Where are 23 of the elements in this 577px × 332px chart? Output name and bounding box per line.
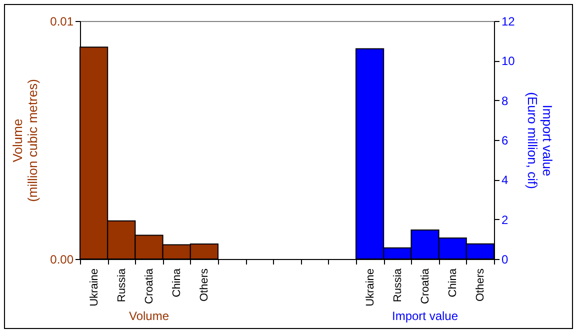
x-tick-label: Russia (116, 268, 128, 302)
x-tick-label: Others (198, 268, 211, 302)
y2-tick-label: 12 (502, 14, 516, 28)
y2-tick-label: 0 (502, 252, 508, 266)
x-tick-label: Russia (392, 268, 404, 302)
y2-tick-label: 4 (502, 173, 508, 188)
x-tick-label: Croatia (144, 268, 156, 304)
y-axis-title: Volume (million cubic metres) (10, 79, 40, 202)
y2-tick-label: 6 (502, 134, 508, 148)
y-tick-label: 0.00 (50, 252, 74, 266)
x-tick-label: China (447, 268, 460, 298)
text: Volume (128, 309, 170, 323)
text: Import value (392, 309, 458, 323)
x-tick-label: Croatia (420, 268, 432, 304)
y2-tick-label: 10 (502, 54, 516, 68)
y2-tick-label: 8 (502, 94, 508, 108)
y2-tick-label: 2 (502, 212, 508, 227)
x-tick-label: Ukraine (88, 268, 100, 306)
x-tick-label: China (171, 268, 184, 298)
y2-axis-title: Import value (Euro million, cif) (524, 92, 555, 189)
x-tick-label: Others (474, 268, 487, 302)
x-tick-label: Ukraine (364, 268, 376, 306)
y-tick-label: 0.01 (50, 14, 74, 28)
